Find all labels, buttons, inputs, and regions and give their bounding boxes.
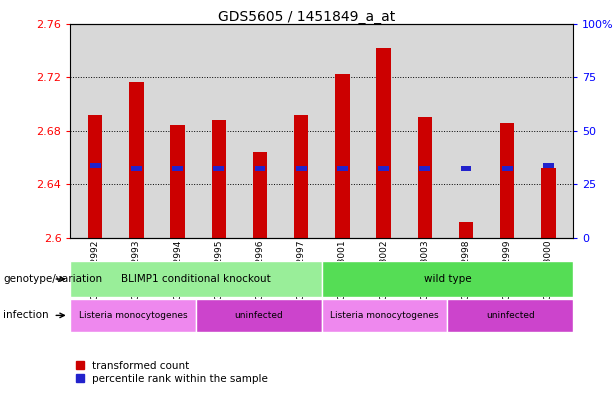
Bar bbox=[447, 299, 573, 332]
Bar bbox=[378, 166, 389, 171]
Text: Listeria monocytogenes: Listeria monocytogenes bbox=[79, 311, 188, 320]
Bar bbox=[502, 166, 512, 171]
Bar bbox=[322, 299, 447, 332]
Bar bbox=[322, 261, 573, 297]
Bar bbox=[541, 168, 555, 238]
Bar bbox=[460, 166, 471, 171]
Bar bbox=[417, 117, 432, 238]
Bar bbox=[131, 166, 142, 171]
Text: infection: infection bbox=[3, 310, 48, 320]
Bar bbox=[129, 83, 143, 238]
Bar bbox=[70, 261, 322, 297]
Text: GDS5605 / 1451849_a_at: GDS5605 / 1451849_a_at bbox=[218, 10, 395, 24]
Bar bbox=[70, 299, 196, 332]
Bar bbox=[500, 123, 514, 238]
Text: uninfected: uninfected bbox=[235, 311, 283, 320]
Bar bbox=[543, 163, 554, 168]
Bar bbox=[88, 115, 102, 238]
Bar bbox=[419, 166, 430, 171]
Bar bbox=[170, 125, 185, 238]
Text: wild type: wild type bbox=[424, 274, 471, 284]
Bar bbox=[376, 48, 391, 238]
Bar bbox=[196, 299, 322, 332]
Bar bbox=[253, 152, 267, 238]
Text: uninfected: uninfected bbox=[486, 311, 535, 320]
Text: BLIMP1 conditional knockout: BLIMP1 conditional knockout bbox=[121, 274, 271, 284]
Bar bbox=[213, 166, 224, 171]
Bar bbox=[172, 166, 183, 171]
Bar bbox=[459, 222, 473, 238]
Text: genotype/variation: genotype/variation bbox=[3, 274, 102, 284]
Legend: transformed count, percentile rank within the sample: transformed count, percentile rank withi… bbox=[75, 361, 268, 384]
Bar bbox=[294, 115, 308, 238]
Bar bbox=[90, 163, 101, 168]
Bar bbox=[335, 74, 349, 238]
Text: Listeria monocytogenes: Listeria monocytogenes bbox=[330, 311, 439, 320]
Bar bbox=[296, 166, 306, 171]
Bar bbox=[211, 120, 226, 238]
Bar bbox=[337, 166, 348, 171]
Bar bbox=[254, 166, 265, 171]
